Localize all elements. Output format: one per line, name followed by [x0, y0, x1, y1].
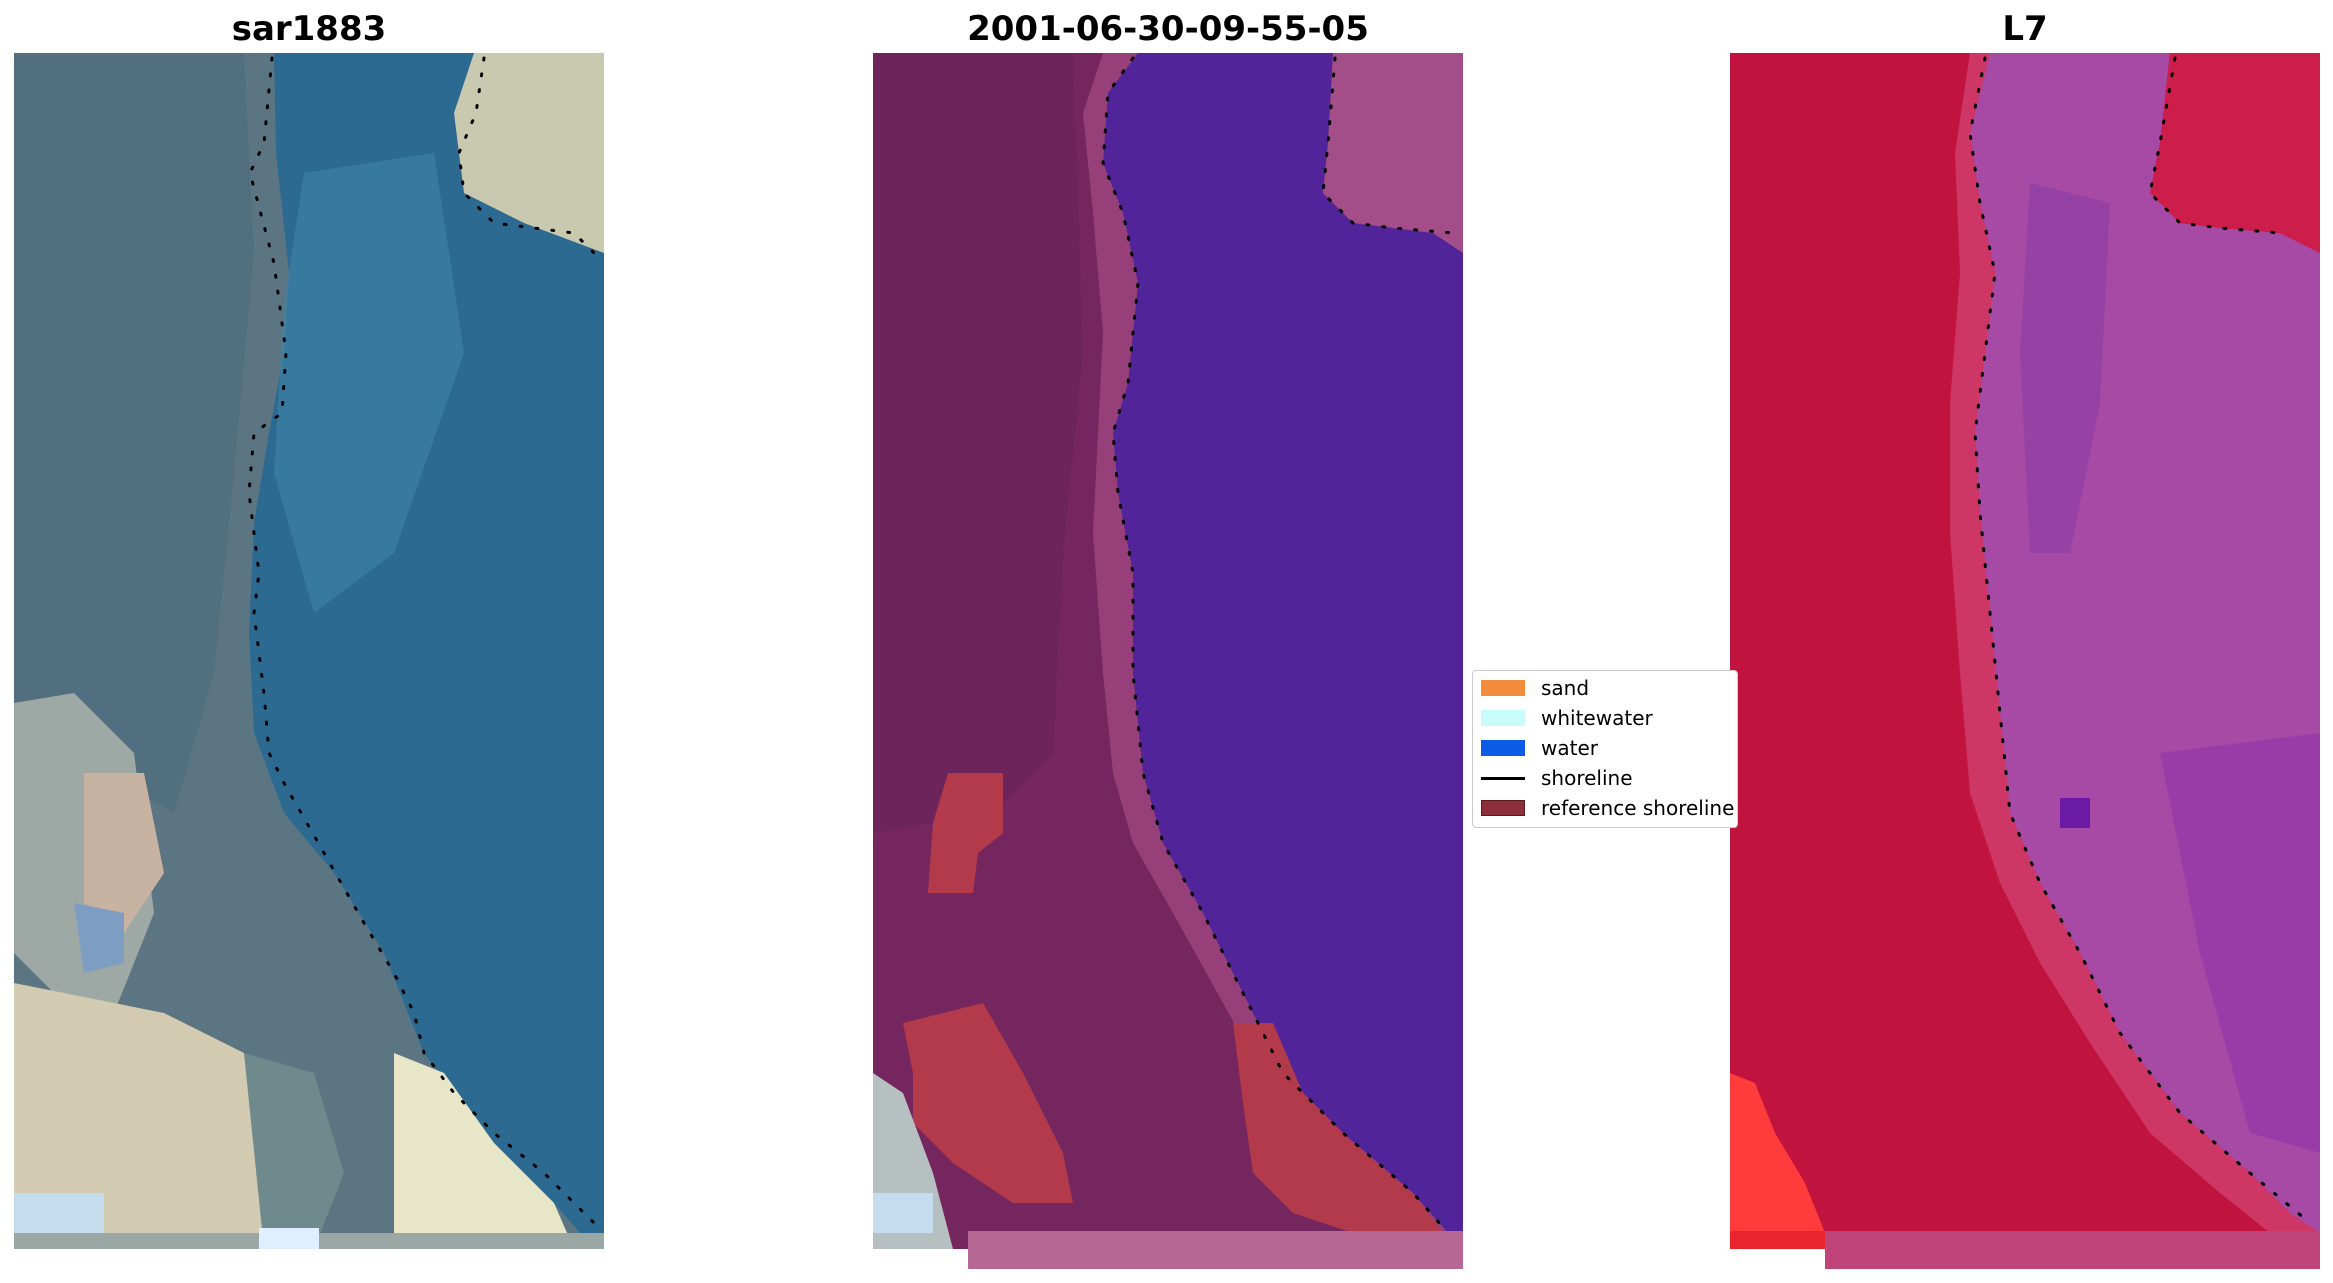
- reference-shoreline-swatch: [1481, 800, 1525, 816]
- legend: sand whitewater water shoreline referenc…: [1472, 670, 1738, 828]
- ndwi-image: [1730, 53, 2320, 1269]
- shoreline-line-swatch: [1481, 776, 1525, 780]
- water-swatch: [1481, 740, 1525, 756]
- legend-item-sand: sand: [1481, 673, 1589, 703]
- sand-swatch: [1481, 680, 1525, 696]
- legend-label-reference-shoreline: reference shoreline: [1541, 796, 1735, 820]
- classified-image-panel: [873, 53, 1463, 1269]
- legend-item-reference-shoreline: reference shoreline: [1481, 793, 1734, 823]
- legend-label-water: water: [1541, 736, 1598, 760]
- rgb-image-panel: [14, 53, 604, 1249]
- classified-image: [873, 53, 1463, 1269]
- panel-title-classified: 2001-06-30-09-55-05: [967, 9, 1369, 49]
- legend-label-sand: sand: [1541, 676, 1590, 700]
- panel-title-ndwi: L7: [2002, 9, 2048, 49]
- panel-title-rgb: sar1883: [231, 9, 387, 49]
- legend-item-water: water: [1481, 733, 1598, 763]
- whitewater-swatch: [1481, 710, 1525, 726]
- rgb-image: [14, 53, 604, 1249]
- legend-item-shoreline: shoreline: [1481, 763, 1633, 793]
- ndwi-image-panel: [1730, 53, 2320, 1269]
- legend-label-shoreline: shoreline: [1541, 766, 1633, 790]
- legend-item-whitewater: whitewater: [1481, 703, 1653, 733]
- legend-label-whitewater: whitewater: [1541, 706, 1653, 730]
